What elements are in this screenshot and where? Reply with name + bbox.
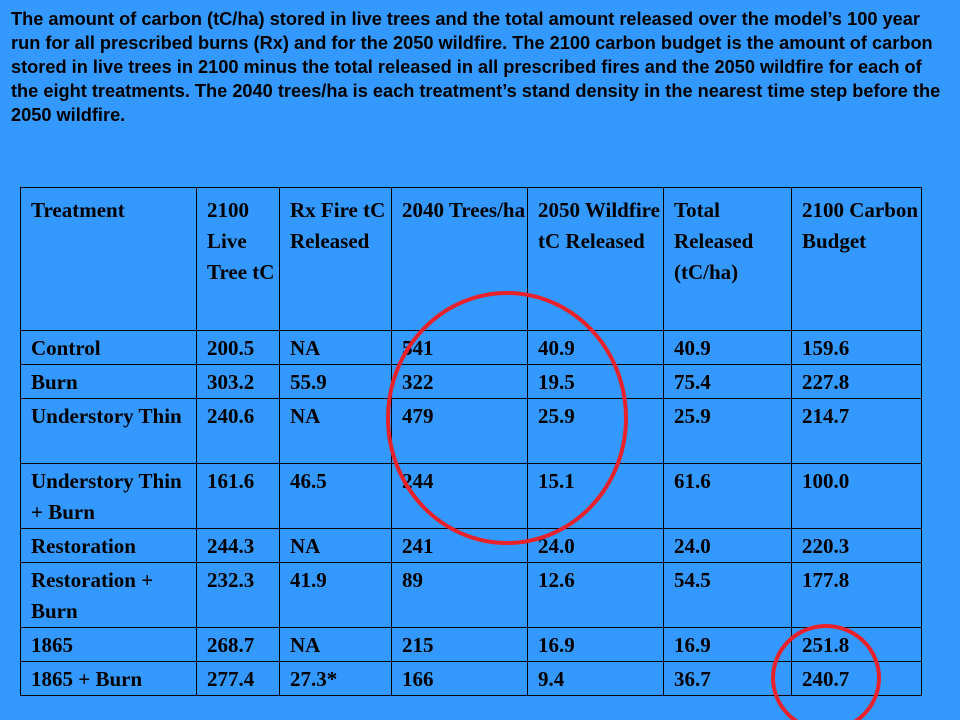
treatment-cell: Understory Thin + Burn [20, 463, 197, 529]
table-cell: 61.6 [663, 463, 792, 529]
table-cell: NA [279, 528, 392, 563]
table-cell: NA [279, 330, 392, 365]
treatment-cell: 1865 [20, 627, 197, 662]
header-cell: Treatment [20, 187, 197, 331]
table-cell: 9.4 [527, 661, 664, 696]
header-cell: Rx Fire tC Released [279, 187, 392, 331]
header-cell: 2050 Wildfire tC Released [527, 187, 664, 331]
header-row: Treatment 2100 Live Tree tC Rx Fire tC R… [20, 187, 922, 331]
table-cell: 240.6 [196, 398, 280, 464]
table-cell: 27.3* [279, 661, 392, 696]
table-cell: 25.9 [527, 398, 664, 464]
table-cell: 12.6 [527, 562, 664, 628]
treatment-cell: 1865 + Burn [20, 661, 197, 696]
table-cell: 232.3 [196, 562, 280, 628]
table-row: Understory Thin + Burn 161.6 46.5 244 15… [20, 463, 922, 529]
table-cell: 161.6 [196, 463, 280, 529]
table-cell: 19.5 [527, 364, 664, 399]
table-row: Understory Thin 240.6 NA 479 25.9 25.9 2… [20, 398, 922, 464]
header-cell: 2040 Trees/ha [391, 187, 528, 331]
table-cell: 55.9 [279, 364, 392, 399]
table-cell: 16.9 [663, 627, 792, 662]
table-cell: 244.3 [196, 528, 280, 563]
treatment-cell: Understory Thin [20, 398, 197, 464]
table-row: Control 200.5 NA 541 40.9 40.9 159.6 [20, 330, 922, 365]
table-cell: 227.8 [791, 364, 922, 399]
table-cell: 54.5 [663, 562, 792, 628]
treatment-cell: Restoration + Burn [20, 562, 197, 628]
table-cell: 166 [391, 661, 528, 696]
header-cell: Total Released (tC/ha) [663, 187, 792, 331]
table-cell: 89 [391, 562, 528, 628]
table-cell: 277.4 [196, 661, 280, 696]
table-row: Restoration + Burn 232.3 41.9 89 12.6 54… [20, 562, 922, 628]
table-cell: 36.7 [663, 661, 792, 696]
table-cell: 220.3 [791, 528, 922, 563]
table-row: 1865 268.7 NA 215 16.9 16.9 251.8 [20, 627, 922, 662]
table-cell: 40.9 [527, 330, 664, 365]
table-cell: 25.9 [663, 398, 792, 464]
table-cell: 322 [391, 364, 528, 399]
treatment-cell: Burn [20, 364, 197, 399]
table-cell: 159.6 [791, 330, 922, 365]
carbon-table: Treatment 2100 Live Tree tC Rx Fire tC R… [20, 187, 922, 696]
table-cell: 479 [391, 398, 528, 464]
table-cell: 75.4 [663, 364, 792, 399]
table-cell: 240.7 [791, 661, 922, 696]
table-cell: 15.1 [527, 463, 664, 529]
table-row: Burn 303.2 55.9 322 19.5 75.4 227.8 [20, 364, 922, 399]
table-cell: 24.0 [663, 528, 792, 563]
table-cell: 303.2 [196, 364, 280, 399]
table-cell: 200.5 [196, 330, 280, 365]
table-cell: 251.8 [791, 627, 922, 662]
table-cell: 41.9 [279, 562, 392, 628]
caption-text: The amount of carbon (tC/ha) stored in l… [11, 9, 941, 125]
table-cell: 100.0 [791, 463, 922, 529]
table-cell: 177.8 [791, 562, 922, 628]
table-cell: 24.0 [527, 528, 664, 563]
table-cell: 244 [391, 463, 528, 529]
table-row: Restoration 244.3 NA 241 24.0 24.0 220.3 [20, 528, 922, 563]
header-cell: 2100 Live Tree tC [196, 187, 280, 331]
header-cell: 2100 Carbon Budget [791, 187, 922, 331]
table-cell: 541 [391, 330, 528, 365]
table-cell: 215 [391, 627, 528, 662]
table-cell: 46.5 [279, 463, 392, 529]
table-cell: NA [279, 398, 392, 464]
treatment-cell: Control [20, 330, 197, 365]
table-cell: 268.7 [196, 627, 280, 662]
table-row: 1865 + Burn 277.4 27.3* 166 9.4 36.7 240… [20, 661, 922, 696]
table-cell: NA [279, 627, 392, 662]
table-cell: 241 [391, 528, 528, 563]
table-cell: 40.9 [663, 330, 792, 365]
table-cell: 16.9 [527, 627, 664, 662]
treatment-cell: Restoration [20, 528, 197, 563]
table-cell: 214.7 [791, 398, 922, 464]
